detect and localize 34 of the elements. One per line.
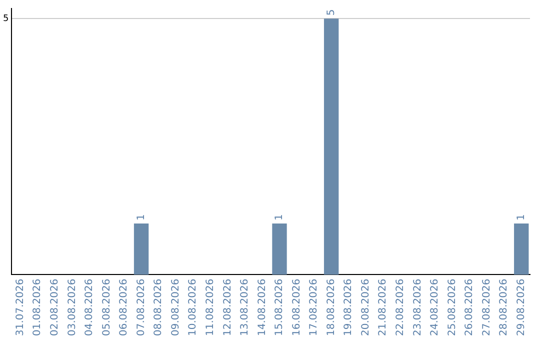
data-label: 1 <box>274 214 286 221</box>
x-tick-label: 22.08.2026 <box>395 278 406 336</box>
x-tick-label: 11.08.2026 <box>204 278 216 336</box>
data-label: 1 <box>136 214 147 221</box>
x-tick-label: 28.08.2026 <box>498 278 510 336</box>
x-tick-label: 21.08.2026 <box>378 278 389 336</box>
x-tick-label: 12.08.2026 <box>222 278 234 336</box>
x-tick-label: 05.08.2026 <box>101 278 112 336</box>
x-tick-label: 09.08.2026 <box>170 278 182 336</box>
x-tick-label: 29.08.2026 <box>516 278 527 336</box>
x-tick-label: 26.08.2026 <box>464 278 476 336</box>
x-tick-label: 25.08.2026 <box>446 278 458 336</box>
x-tick-label: 18.08.2026 <box>326 278 337 336</box>
x-tick-label: 27.08.2026 <box>481 278 492 336</box>
x-tick-label: 19.08.2026 <box>343 278 354 336</box>
x-tick-label: 14.08.2026 <box>256 278 268 336</box>
x-tick-label: 13.08.2026 <box>240 278 251 336</box>
data-label: 5 <box>326 9 337 16</box>
x-tick-label: 24.08.2026 <box>430 278 441 336</box>
x-tick-label: 31.07.2026 <box>14 278 26 336</box>
x-tick-label: 23.08.2026 <box>412 278 424 336</box>
x-tick-label: 17.08.2026 <box>308 278 320 336</box>
x-tick-label: 01.08.2026 <box>32 278 44 336</box>
x-tick-label: 15.08.2026 <box>274 278 286 336</box>
x-tick-label: 06.08.2026 <box>118 278 130 336</box>
x-tick-label: 07.08.2026 <box>136 278 147 336</box>
x-tick-label: 20.08.2026 <box>360 278 372 336</box>
x-tick-label: 02.08.2026 <box>50 278 61 336</box>
x-tick-label: 08.08.2026 <box>153 278 164 336</box>
x-tick-label: 03.08.2026 <box>66 278 78 336</box>
x-tick-label: 16.08.2026 <box>291 278 302 336</box>
x-tick-label: 10.08.2026 <box>188 278 199 336</box>
data-label: 1 <box>516 214 527 221</box>
x-tick-label: 04.08.2026 <box>84 278 96 336</box>
